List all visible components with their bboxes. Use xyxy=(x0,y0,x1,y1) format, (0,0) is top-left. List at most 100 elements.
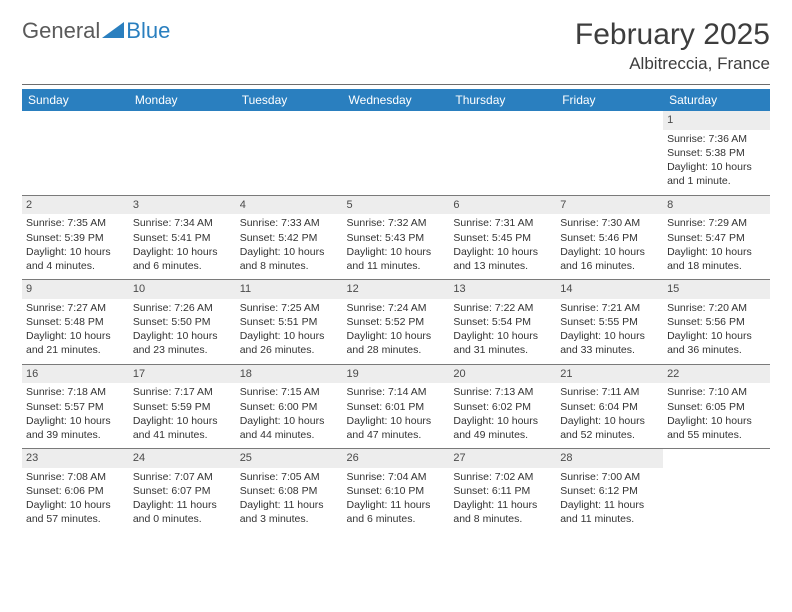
day-number: 9 xyxy=(22,280,129,299)
day-cell: 16Sunrise: 7:18 AMSunset: 5:57 PMDayligh… xyxy=(22,364,129,449)
sunset-line: Sunset: 5:54 PM xyxy=(453,315,552,329)
sunrise-line: Sunrise: 7:07 AM xyxy=(133,470,232,484)
daylight-line: Daylight: 10 hours and 55 minutes. xyxy=(667,414,766,442)
day-number: 13 xyxy=(449,280,556,299)
day-cell: 25Sunrise: 7:05 AMSunset: 6:08 PMDayligh… xyxy=(236,449,343,533)
daylight-line: Daylight: 10 hours and 1 minute. xyxy=(667,160,766,188)
daylight-line: Daylight: 10 hours and 47 minutes. xyxy=(347,414,446,442)
daylight-line: Daylight: 10 hours and 26 minutes. xyxy=(240,329,339,357)
sunrise-line: Sunrise: 7:20 AM xyxy=(667,301,766,315)
daylight-line: Daylight: 11 hours and 0 minutes. xyxy=(133,498,232,526)
day-number: 23 xyxy=(22,449,129,468)
weekday-header-sunday: Sunday xyxy=(22,89,129,111)
weekday-header-monday: Monday xyxy=(129,89,236,111)
logo: General Blue xyxy=(22,18,170,44)
calendar-body: 1Sunrise: 7:36 AMSunset: 5:38 PMDaylight… xyxy=(22,111,770,533)
day-cell: 13 Sunrise: 7:22 AMSunset: 5:54 PMDayligh… xyxy=(449,280,556,365)
sunrise-line: Sunrise: 7:08 AM xyxy=(26,470,125,484)
logo-word-1: General xyxy=(22,18,100,44)
sunset-line: Sunset: 5:46 PM xyxy=(560,231,659,245)
sunset-line: Sunset: 6:01 PM xyxy=(347,400,446,414)
day-number: 15 xyxy=(663,280,770,299)
calendar-week-row: 9 Sunrise: 7:27 AMSunset: 5:48 PM Daylight… xyxy=(22,280,770,365)
daylight-line: Daylight: 10 hours and 13 minutes. xyxy=(453,245,552,273)
sunset-line: Sunset: 6:10 PM xyxy=(347,484,446,498)
day-number: 12 xyxy=(343,280,450,299)
calendar-week-row: 2Sunrise: 7:35 AMSunset: 5:39 PMDaylight… xyxy=(22,195,770,280)
day-number: 1 xyxy=(663,111,770,130)
weekday-header-saturday: Saturday xyxy=(663,89,770,111)
daylight-line: Daylight: 10 hours and 57 minutes. xyxy=(26,498,125,526)
sunset-line: Sunset: 6:06 PM xyxy=(26,484,125,498)
day-cell: 2Sunrise: 7:35 AMSunset: 5:39 PMDaylight… xyxy=(22,195,129,280)
sunrise-line: Sunrise: 7:26 AM xyxy=(133,301,232,315)
sunrise-line: Sunrise: 7:05 AM xyxy=(240,470,339,484)
weekday-header-friday: Friday xyxy=(556,89,663,111)
day-cell xyxy=(343,111,450,195)
sunset-line: Sunset: 5:39 PM xyxy=(26,231,125,245)
day-cell: 26Sunrise: 7:04 AMSunset: 6:10 PMDayligh… xyxy=(343,449,450,533)
daylight-line: Daylight: 10 hours and 33 minutes. xyxy=(560,329,659,357)
sunrise-line: Sunrise: 7:21 AM xyxy=(560,301,659,315)
day-cell: 19Sunrise: 7:14 AMSunset: 6:01 PMDayligh… xyxy=(343,364,450,449)
day-number: 20 xyxy=(449,365,556,384)
sunset-line: Sunset: 5:51 PM xyxy=(240,315,339,329)
logo-word-2: Blue xyxy=(126,18,170,44)
weekday-header-tuesday: Tuesday xyxy=(236,89,343,111)
day-cell: 28Sunrise: 7:00 AMSunset: 6:12 PMDayligh… xyxy=(556,449,663,533)
daylight-line: Daylight: 10 hours and 28 minutes. xyxy=(347,329,446,357)
weekday-header-row: SundayMondayTuesdayWednesdayThursdayFrid… xyxy=(22,89,770,111)
sunset-line: Sunset: 6:04 PM xyxy=(560,400,659,414)
sunset-line: Sunset: 6:08 PM xyxy=(240,484,339,498)
day-cell: 3Sunrise: 7:34 AMSunset: 5:41 PMDaylight… xyxy=(129,195,236,280)
day-cell: 7Sunrise: 7:30 AMSunset: 5:46 PMDaylight… xyxy=(556,195,663,280)
weekday-header-thursday: Thursday xyxy=(449,89,556,111)
calendar-table: SundayMondayTuesdayWednesdayThursdayFrid… xyxy=(22,89,770,533)
day-number: 16 xyxy=(22,365,129,384)
daylight-line: Daylight: 11 hours and 8 minutes. xyxy=(453,498,552,526)
sunset-line: Sunset: 5:55 PM xyxy=(560,315,659,329)
sunset-line: Sunset: 5:50 PM xyxy=(133,315,232,329)
daylight-line: Daylight: 11 hours and 6 minutes. xyxy=(347,498,446,526)
sunrise-line: Sunrise: 7:22 AM xyxy=(453,301,552,315)
day-cell: 14 Sunrise: 7:21 AMSunset: 5:55 PMDayligh… xyxy=(556,280,663,365)
day-number: 5 xyxy=(343,196,450,215)
calendar-week-row: 23Sunrise: 7:08 AMSunset: 6:06 PMDayligh… xyxy=(22,449,770,533)
page-title: February 2025 xyxy=(575,18,770,52)
daylight-line: Daylight: 10 hours and 16 minutes. xyxy=(560,245,659,273)
daylight-line: Daylight: 10 hours and 52 minutes. xyxy=(560,414,659,442)
sunset-line: Sunset: 5:48 PM xyxy=(26,315,125,329)
sunrise-line: Sunrise: 7:25 AM xyxy=(240,301,339,315)
sunset-line: Sunset: 5:42 PM xyxy=(240,231,339,245)
sunset-line: Sunset: 5:59 PM xyxy=(133,400,232,414)
day-cell xyxy=(129,111,236,195)
daylight-line: Daylight: 10 hours and 44 minutes. xyxy=(240,414,339,442)
calendar-week-row: 16Sunrise: 7:18 AMSunset: 5:57 PMDayligh… xyxy=(22,364,770,449)
daylight-line: Daylight: 10 hours and 23 minutes. xyxy=(133,329,232,357)
logo-triangle-icon xyxy=(102,18,124,44)
sunrise-line: Sunrise: 7:32 AM xyxy=(347,216,446,230)
daylight-line: Daylight: 10 hours and 39 minutes. xyxy=(26,414,125,442)
sunrise-line: Sunrise: 7:34 AM xyxy=(133,216,232,230)
day-cell: 27Sunrise: 7:02 AMSunset: 6:11 PMDayligh… xyxy=(449,449,556,533)
sunrise-line: Sunrise: 7:04 AM xyxy=(347,470,446,484)
sunset-line: Sunset: 6:07 PM xyxy=(133,484,232,498)
sunrise-line: Sunrise: 7:27 AM xyxy=(26,301,125,315)
day-number: 10 xyxy=(129,280,236,299)
day-number: 3 xyxy=(129,196,236,215)
sunrise-line: Sunrise: 7:15 AM xyxy=(240,385,339,399)
day-cell xyxy=(449,111,556,195)
day-cell: 12Sunrise: 7:24 AMSunset: 5:52 PMDayligh… xyxy=(343,280,450,365)
day-cell xyxy=(663,449,770,533)
daylight-line: Daylight: 10 hours and 31 minutes. xyxy=(453,329,552,357)
sunrise-line: Sunrise: 7:14 AM xyxy=(347,385,446,399)
weekday-header-wednesday: Wednesday xyxy=(343,89,450,111)
day-number: 2 xyxy=(22,196,129,215)
sunset-line: Sunset: 5:45 PM xyxy=(453,231,552,245)
day-number: 24 xyxy=(129,449,236,468)
daylight-line: Daylight: 10 hours and 41 minutes. xyxy=(133,414,232,442)
sunrise-line: Sunrise: 7:30 AM xyxy=(560,216,659,230)
day-number: 14 xyxy=(556,280,663,299)
day-number: 6 xyxy=(449,196,556,215)
day-number: 4 xyxy=(236,196,343,215)
